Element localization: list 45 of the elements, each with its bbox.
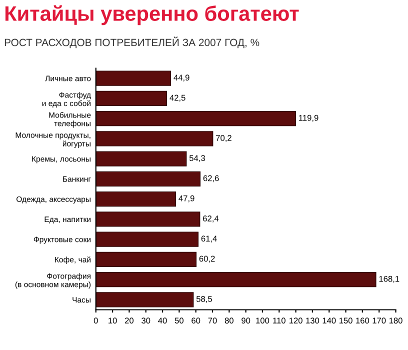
x-tick-label: 50 xyxy=(174,318,184,324)
x-tick-label: 120 xyxy=(289,318,302,324)
data-label: 168,1 xyxy=(379,276,400,283)
bar xyxy=(96,232,199,247)
x-tick-label: 30 xyxy=(142,318,150,324)
x-tick-label: 150 xyxy=(339,318,352,324)
bar xyxy=(96,252,197,268)
x-tick-label: 70 xyxy=(208,318,217,324)
data-label: 58,5 xyxy=(196,296,212,303)
x-tick-label: 130 xyxy=(306,318,320,324)
x-tick-label: 20 xyxy=(124,318,134,324)
x-tick-label: 170 xyxy=(372,318,386,324)
data-label: 44,9 xyxy=(174,74,190,82)
data-label: 47,9 xyxy=(178,195,194,202)
data-label: 54,3 xyxy=(189,155,205,162)
data-label: 42,5 xyxy=(170,94,186,102)
data-label: 60,2 xyxy=(199,256,215,263)
bar xyxy=(96,131,214,146)
x-tick-label: 100 xyxy=(256,318,270,324)
x-tick-label: 0 xyxy=(94,318,98,324)
x-tick-label: 40 xyxy=(158,318,167,324)
x-tick-label: 90 xyxy=(242,318,250,324)
x-tick-label: 10 xyxy=(108,318,117,324)
x-tick-label: 60 xyxy=(192,318,200,324)
chart-title: Китайцы уверенно богатеют xyxy=(5,5,299,26)
bar xyxy=(96,171,201,187)
bar xyxy=(96,292,194,308)
data-label: 119,9 xyxy=(299,114,318,122)
bar xyxy=(96,272,376,288)
data-label: 61,4 xyxy=(201,236,217,243)
bar xyxy=(96,90,168,106)
x-tick-label: 160 xyxy=(356,318,370,324)
data-label: 62,4 xyxy=(203,216,219,222)
x-tick-label: 180 xyxy=(389,318,402,324)
data-label: 70,2 xyxy=(216,135,232,142)
x-tick-label: 80 xyxy=(224,318,234,324)
bar xyxy=(96,70,172,86)
x-tick-label: 140 xyxy=(322,318,336,324)
chart-subtitle: РОСТ РАСХОДОВ ПОТРЕБИТЕЛЕЙ ЗА 2007 ГОД, % xyxy=(4,36,260,48)
bar xyxy=(96,151,187,166)
data-label: 62,6 xyxy=(203,175,219,182)
bar xyxy=(96,110,296,126)
x-tick-label: 110 xyxy=(273,318,286,324)
bar xyxy=(96,191,176,207)
bar xyxy=(96,212,200,227)
